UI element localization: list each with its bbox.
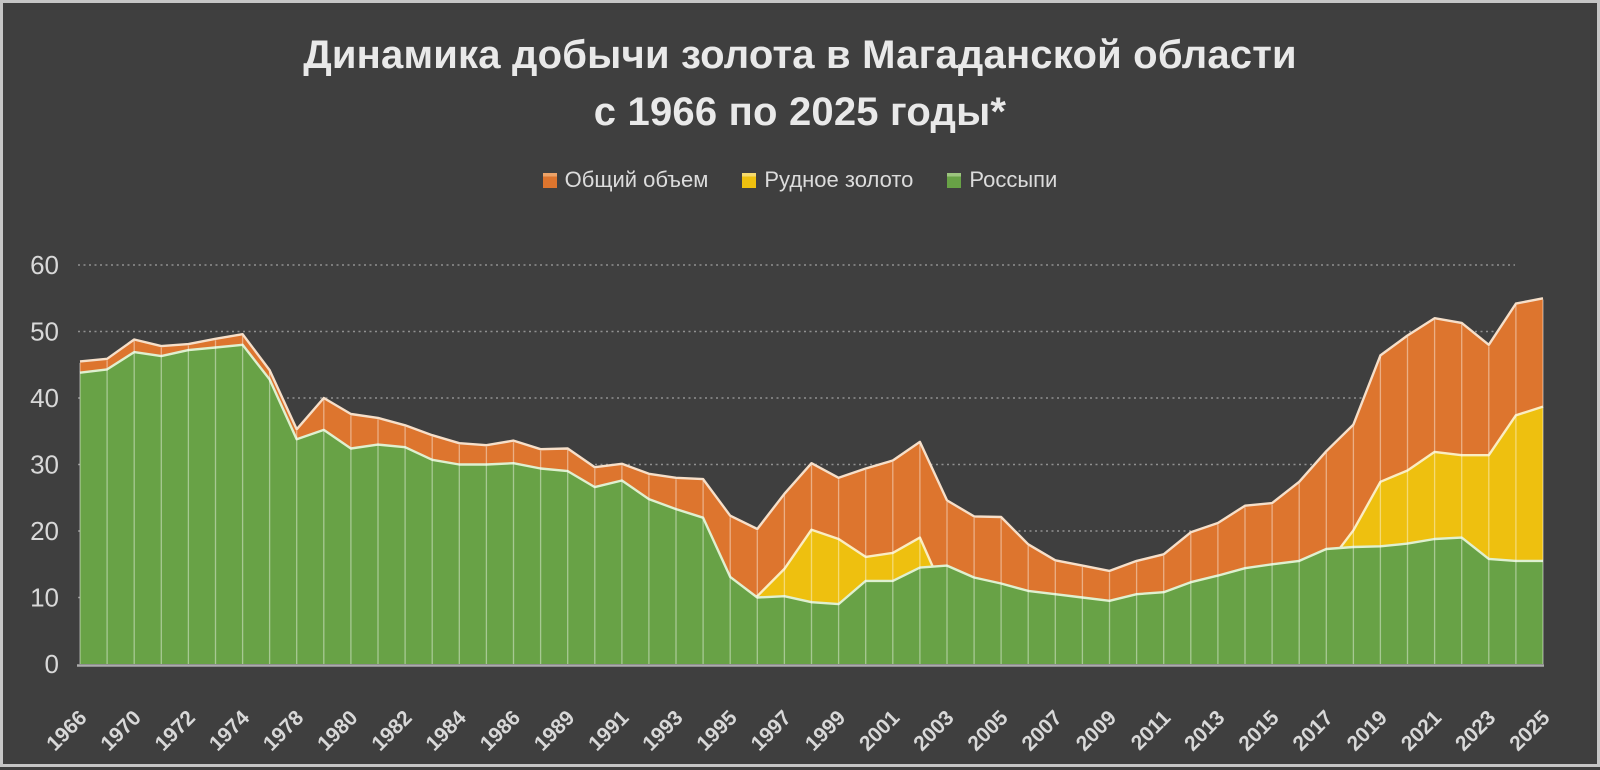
series-placer <box>79 343 1543 664</box>
series-placer-topline <box>79 343 1543 606</box>
x-tick-label: 2017 <box>1289 706 1338 755</box>
x-tick-label: 1984 <box>422 706 472 756</box>
x-tick-label: 2023 <box>1451 706 1500 755</box>
series-total-volume-topline <box>79 297 1544 573</box>
x-tick-label: 2015 <box>1234 706 1284 756</box>
x-tick-label: 1982 <box>367 706 416 755</box>
legend-label-placer: Россыпи <box>969 167 1058 192</box>
x-tick-label: 1995 <box>692 706 742 756</box>
x-axis-labels: 1966 1970 1972 1974 1978 1980 1982 1984 1986 1989… <box>42 706 1555 756</box>
legend-item-total: Общий объем <box>542 167 709 193</box>
x-tick-label: 2019 <box>1343 706 1392 755</box>
y-tick-label: 0 <box>45 649 59 679</box>
x-tick-label: 1970 <box>96 706 145 755</box>
x-tick-label: 2013 <box>1180 706 1229 755</box>
x-tick-label: 2021 <box>1397 706 1447 756</box>
placer-swatch-icon <box>947 172 962 188</box>
chart-title-line1: Динамика добычи золота в Магаданской обл… <box>303 33 1297 77</box>
chart-title-line2: с 1966 по 2025 годы* <box>593 90 1007 134</box>
x-tick-label: 2009 <box>1072 706 1121 755</box>
legend-label-ore-gold: Рудное золото <box>764 167 914 192</box>
x-tick-label: 2005 <box>963 706 1013 756</box>
x-tick-label: 1980 <box>313 706 362 755</box>
x-tick-label: 1989 <box>530 706 579 755</box>
chart-title: Динамика добычи золота в Магаданской обл… <box>3 27 1597 141</box>
category-separator-lines <box>79 299 1544 664</box>
x-tick-label: 1993 <box>638 706 687 755</box>
ore-gold-swatch-icon <box>742 172 757 188</box>
x-tick-label: 2025 <box>1505 706 1555 756</box>
x-tick-label: 2001 <box>855 706 905 756</box>
x-tick-label: 1997 <box>747 706 796 755</box>
series-placer-area <box>80 344 1543 664</box>
legend-item-placer: Россыпи <box>947 167 1057 193</box>
y-axis-labels: 0 10 20 30 40 50 60 <box>30 250 59 679</box>
series-ore-gold-area <box>80 406 1543 664</box>
x-tick-label: 1974 <box>205 706 255 756</box>
x-tick-label: 1986 <box>476 706 525 755</box>
legend-label-total: Общий объем <box>564 167 709 192</box>
y-tick-label: 20 <box>30 516 59 546</box>
y-tick-label: 10 <box>30 583 59 613</box>
total-volume-swatch-icon <box>542 172 557 188</box>
y-tick-label: 30 <box>30 450 59 480</box>
x-tick-label: 2003 <box>909 706 958 755</box>
y-tick-label: 60 <box>30 250 59 280</box>
x-tick-label: 1991 <box>584 706 634 756</box>
legend: Общий объем Рудное золото Россыпи <box>3 167 1597 193</box>
legend-item-ore-gold: Рудное золото <box>742 167 913 193</box>
y-tick-label: 50 <box>30 317 59 347</box>
x-tick-label: 1999 <box>801 706 850 755</box>
y-tick-label: 40 <box>30 383 59 413</box>
x-tick-label: 1978 <box>259 706 309 756</box>
x-tick-label: 1966 <box>42 706 91 755</box>
x-tick-label: 2011 <box>1127 706 1176 755</box>
x-tick-label: 2007 <box>1018 706 1067 755</box>
x-tick-label: 1972 <box>151 706 200 755</box>
